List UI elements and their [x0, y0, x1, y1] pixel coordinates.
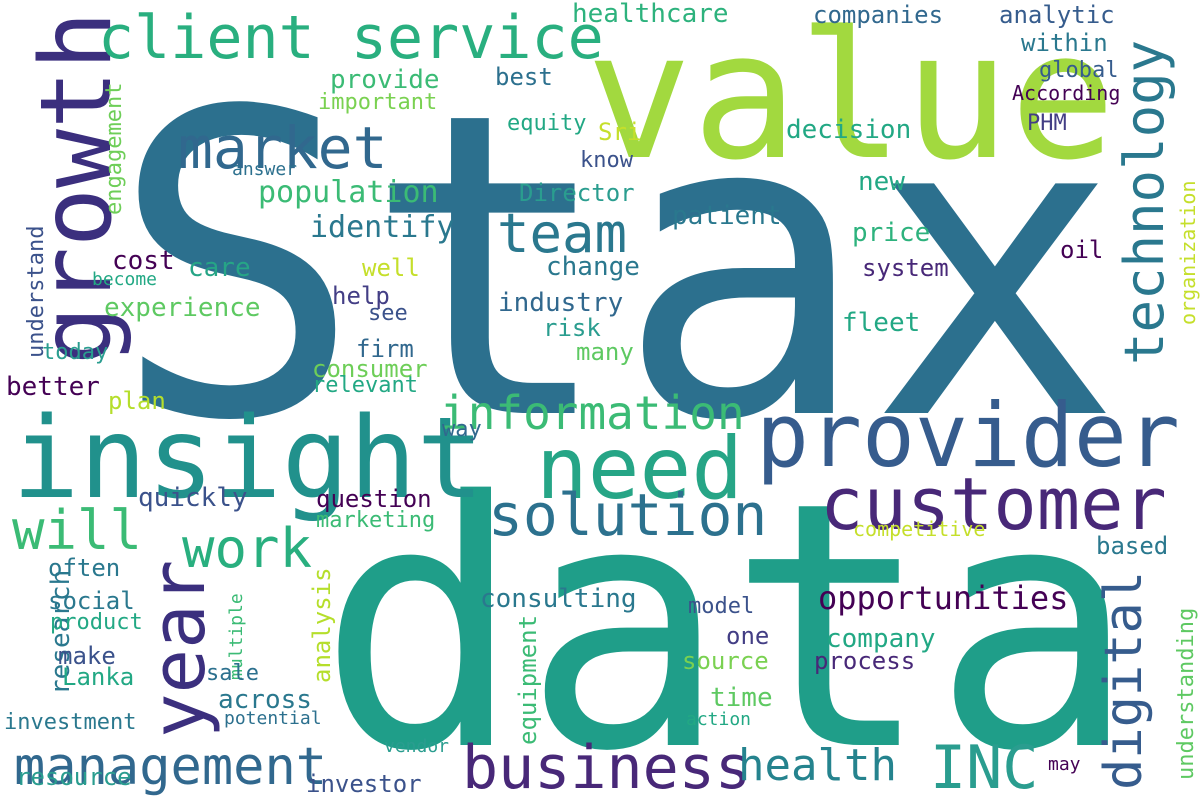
word-solution: solution [488, 480, 768, 549]
word-analysis: analysis [308, 567, 336, 683]
word-technology: technology [1113, 39, 1176, 365]
word-relevant: relevant [312, 373, 418, 399]
word-team: team [497, 201, 628, 265]
word-today: today [42, 340, 109, 366]
word-client-service: client service [98, 3, 604, 73]
word-many: many [576, 337, 634, 366]
word-understand: understand [24, 225, 49, 358]
word-company: company [826, 624, 936, 655]
word-investor: investor [306, 769, 422, 798]
word-well: well [362, 253, 420, 282]
word-digital: digital [1094, 570, 1154, 790]
word-health: health [738, 739, 897, 791]
word-equipment: equipment [514, 614, 542, 745]
word-one: one [726, 621, 770, 650]
word-new: new [858, 167, 905, 198]
word-become: become [92, 268, 158, 290]
word-consulting: consulting [480, 584, 637, 615]
word-director: Director [519, 178, 635, 207]
word-best: best [495, 62, 553, 91]
word-stax: Stax [110, 24, 1122, 513]
word-within: within [1021, 28, 1108, 57]
word-care: care [188, 253, 251, 284]
word-management: management [14, 737, 328, 798]
word-engagement: engagement [102, 82, 127, 215]
word-consumer: consumer [312, 354, 428, 383]
word-decision: decision [786, 115, 912, 146]
word-identify: identify [310, 210, 455, 245]
word-inc: INC [930, 733, 1039, 800]
word-firm: firm [356, 334, 414, 363]
word-competitive: competitive [853, 517, 986, 541]
word-question: question [316, 484, 432, 513]
word-time: time [710, 683, 773, 714]
word-make: make [58, 641, 116, 670]
word-quickly: quickly [138, 483, 248, 514]
word-equity: equity [507, 111, 587, 137]
word-experience: experience [104, 293, 261, 324]
word-system: system [862, 253, 949, 282]
word-often: often [48, 553, 121, 582]
word-year: year [136, 559, 222, 738]
word-provide: provide [330, 65, 440, 96]
word-according: According [1012, 81, 1121, 105]
word-process: process [814, 646, 916, 675]
word-know: know [580, 148, 633, 174]
word-oil: oil [1060, 235, 1104, 264]
word-resource: resource [16, 762, 132, 791]
word-based: based [1096, 531, 1169, 560]
word-will: will [12, 498, 143, 562]
word-global: global [1039, 58, 1119, 84]
word-need: need [536, 419, 744, 520]
word-value: value [586, 0, 1116, 200]
word-understanding: understanding [1174, 607, 1199, 780]
word-organization: organization [1176, 180, 1200, 326]
word-patient: patient [672, 201, 782, 232]
word-insight: insight [12, 394, 485, 525]
word-potential: potential [224, 707, 322, 729]
word-industry: industry [498, 288, 624, 319]
word-opportunities: opportunities [818, 579, 1069, 618]
word-price: price [852, 218, 931, 249]
word-cost: cost [112, 246, 175, 277]
word-across: across [218, 685, 312, 716]
word-model: model [688, 594, 755, 620]
word-provider: provider [756, 383, 1180, 487]
word-way: way [442, 417, 482, 443]
word-important: important [318, 90, 438, 116]
word-change: change [546, 252, 640, 283]
word-better: better [6, 372, 100, 403]
word-analytic: analytic [999, 0, 1115, 29]
word-see: see [368, 301, 408, 327]
word-help: help [332, 281, 390, 310]
word-healthcare: healthcare [572, 0, 729, 30]
word-fleet: fleet [842, 308, 921, 339]
word-answer: answer [232, 158, 298, 180]
word-may: may [1048, 753, 1081, 775]
word-product: product [50, 610, 143, 636]
word-market: market [178, 113, 388, 182]
word-population: population [258, 175, 439, 210]
word-information: information [440, 386, 745, 441]
word-social: social [48, 586, 135, 615]
word-phm: PHM [1027, 111, 1067, 137]
word-investment: investment [4, 710, 137, 736]
word-work: work [182, 516, 313, 580]
word-lanka: Lanka [62, 662, 135, 691]
word-source: source [682, 646, 769, 675]
word-customer: customer [820, 462, 1167, 547]
word-risk: risk [543, 313, 601, 342]
word-sale: sale [206, 661, 259, 687]
word-companies: companies [813, 0, 944, 29]
word-action: action [686, 708, 752, 730]
word-vendor: vendor [384, 735, 450, 757]
word-marketing: marketing [316, 508, 436, 534]
word-business: business [462, 733, 751, 800]
word-plan: plan [108, 386, 166, 415]
word-data: data [318, 430, 1137, 800]
word-sri: Sri [598, 117, 642, 146]
